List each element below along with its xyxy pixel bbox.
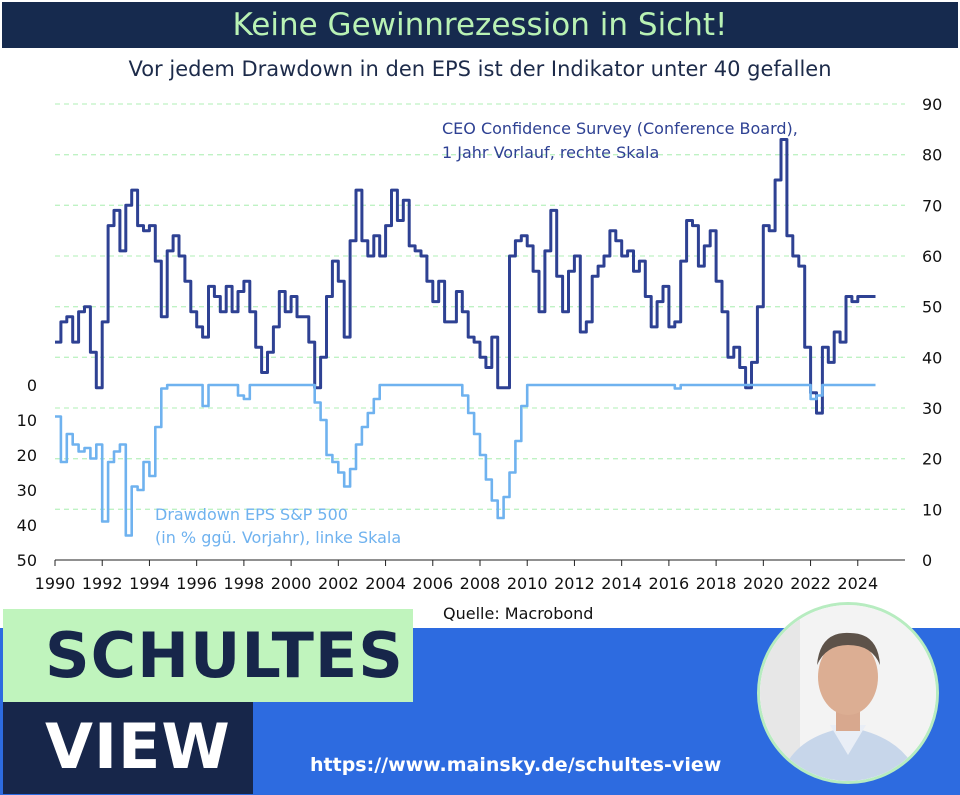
ceo-annotation-line2: 1 Jahr Vorlauf, rechte Skala xyxy=(442,143,659,162)
right-axis-tick-label: 60 xyxy=(922,247,942,266)
right-axis-tick-label: 10 xyxy=(922,500,942,519)
x-tick-label: 1998 xyxy=(224,574,265,593)
left-axis-tick-label: 30 xyxy=(17,481,37,500)
ceo-annotation-line1: CEO Confidence Survey (Conference Board)… xyxy=(442,119,798,138)
brand-name-top: SCHULTES xyxy=(3,609,413,702)
x-tick-label: 1992 xyxy=(82,574,123,593)
x-tick-label: 2016 xyxy=(649,574,690,593)
left-axis-tick-label: 10 xyxy=(17,411,37,430)
x-tick-label: 2006 xyxy=(412,574,453,593)
eps-annotation-line1: Drawdown EPS S&P 500 xyxy=(155,505,348,524)
x-tick-label: 2022 xyxy=(790,574,831,593)
brand-text-view: VIEW xyxy=(45,710,231,783)
x-tick-label: 2002 xyxy=(318,574,359,593)
x-tick-label: 2014 xyxy=(601,574,642,593)
x-tick-label: 2024 xyxy=(837,574,878,593)
x-tick-label: 2008 xyxy=(460,574,501,593)
axes: 1990 1992 1994 1996 1998 2000 2002 2004 2006 2008… xyxy=(17,95,943,593)
x-tick-label: 2000 xyxy=(271,574,312,593)
chart-subtitle: Vor jedem Drawdown in den EPS ist der In… xyxy=(128,57,832,81)
portrait-image xyxy=(760,605,936,781)
brand-text-schultes: SCHULTES xyxy=(45,619,404,692)
x-tick-label: 1994 xyxy=(129,574,170,593)
right-axis-tick-label: 40 xyxy=(922,348,942,367)
eps-annotation-line2: (in % ggü. Vorjahr), linke Skala xyxy=(155,528,401,547)
source-note: Quelle: Macrobond xyxy=(443,604,594,623)
right-axis-tick-label: 70 xyxy=(922,196,942,215)
chart-title: Keine Gewinnrezession in Sicht! xyxy=(2,2,958,48)
line-chart: 1990 1992 1994 1996 1998 2000 2002 2004 2006 2008… xyxy=(17,95,943,593)
left-axis-tick-label: 20 xyxy=(17,446,37,465)
brand-name-bottom: VIEW xyxy=(3,702,253,794)
right-axis-tick-label: 90 xyxy=(922,95,942,114)
x-tick-label: 2020 xyxy=(743,574,784,593)
left-axis-tick-label: 40 xyxy=(17,516,37,535)
eps-drawdown-line xyxy=(55,383,876,537)
series-lines xyxy=(55,138,876,537)
left-axis-tick-label: 50 xyxy=(17,551,37,570)
ceo-confidence-line xyxy=(55,138,876,415)
right-axis-tick-label: 80 xyxy=(922,146,942,165)
x-tick-label: 1996 xyxy=(176,574,217,593)
author-portrait xyxy=(757,602,939,784)
x-tick-label: 1990 xyxy=(35,574,76,593)
x-tick-label: 2004 xyxy=(365,574,406,593)
website-link[interactable]: https://www.mainsky.de/schultes-view xyxy=(310,754,722,776)
x-tick-label: 2018 xyxy=(696,574,737,593)
x-tick-label: 2012 xyxy=(554,574,595,593)
right-axis-tick-label: 30 xyxy=(922,399,942,418)
x-tick-label: 2010 xyxy=(507,574,548,593)
right-axis-tick-label: 20 xyxy=(922,450,942,469)
right-axis-tick-label: 0 xyxy=(922,551,932,570)
left-axis-tick-label: 0 xyxy=(27,376,37,395)
right-axis-tick-label: 50 xyxy=(922,298,942,317)
